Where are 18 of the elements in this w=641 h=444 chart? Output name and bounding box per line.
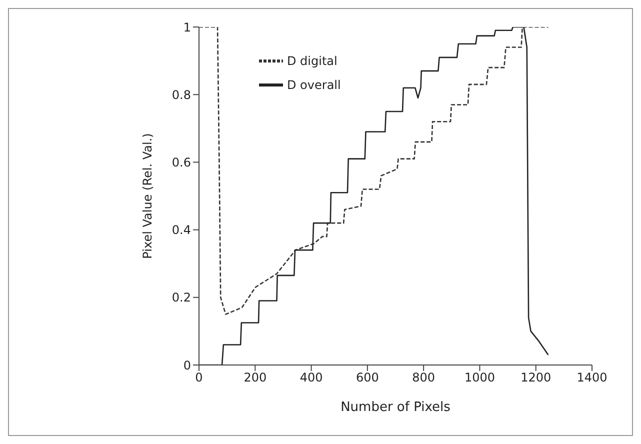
y-tick-label: 0.8: [172, 88, 191, 102]
y-tick-label: 1: [183, 20, 191, 34]
legend-label: D overall: [287, 78, 341, 92]
x-tick-label: 1400: [576, 370, 608, 385]
y-tick-label: 0.4: [172, 223, 191, 238]
x-tick-label: 600: [356, 370, 379, 385]
y-tick-label: 0.2: [172, 290, 191, 305]
y-tick-label: 0.6: [172, 155, 191, 170]
y-axis-title: Pixel Value (Rel. Val.): [140, 133, 154, 259]
legend-label: D digital: [287, 54, 338, 68]
x-tick-label: 0: [195, 370, 203, 385]
x-axis-title: Number of Pixels: [340, 400, 451, 415]
x-tick-label: 1000: [464, 370, 495, 385]
y-tick-label: 0: [183, 358, 191, 372]
x-tick-label: 400: [300, 370, 323, 385]
x-tick-label: 800: [412, 370, 436, 385]
x-tick-label: 1200: [520, 370, 552, 385]
x-tick-label: 200: [244, 370, 267, 385]
